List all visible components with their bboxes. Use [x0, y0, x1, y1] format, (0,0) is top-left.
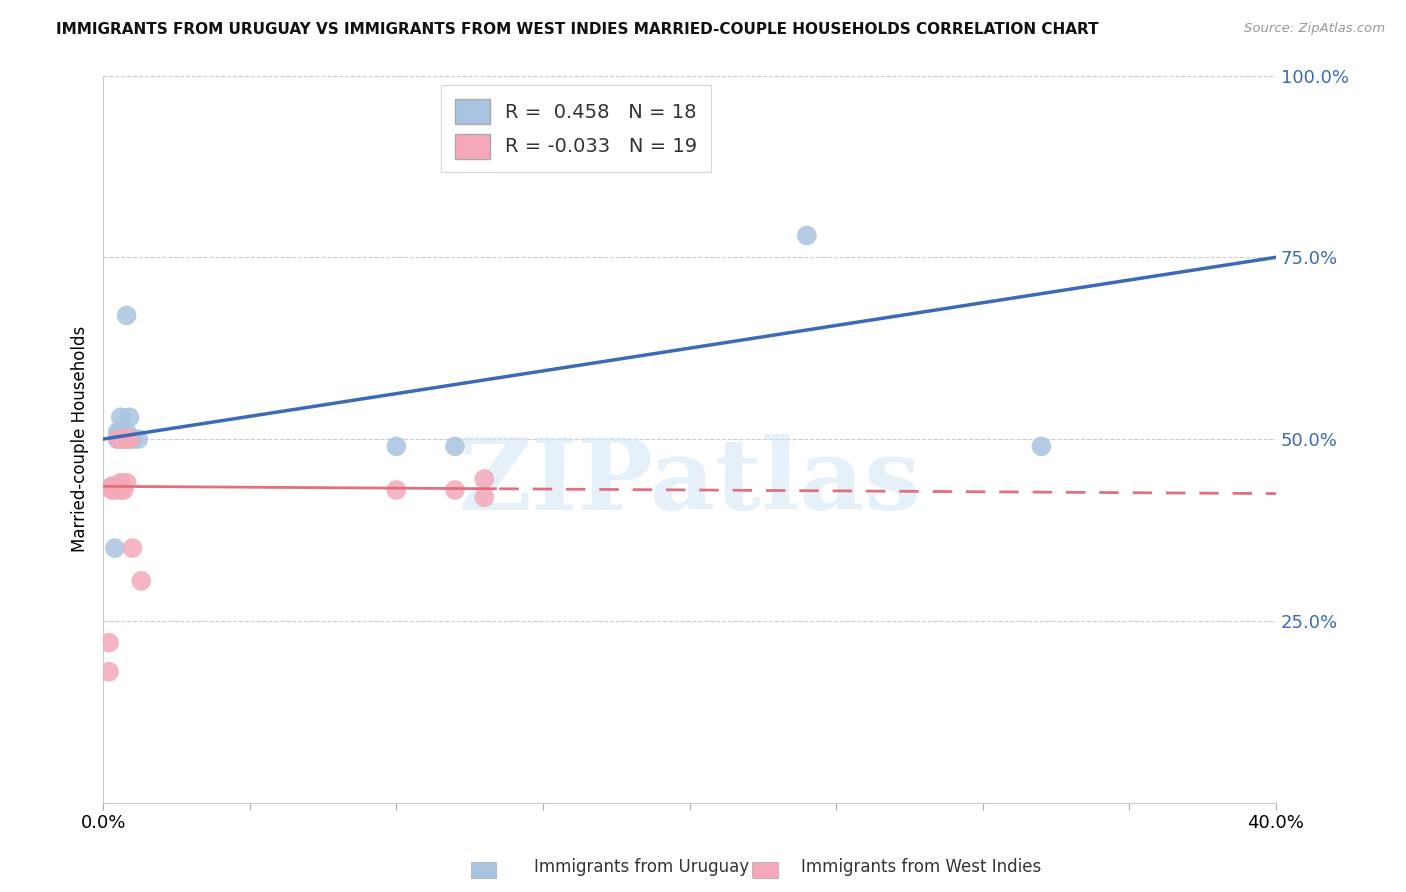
Point	[104, 541, 127, 555]
Point	[107, 432, 129, 446]
Point	[98, 665, 121, 679]
Point	[127, 432, 149, 446]
Point	[796, 228, 818, 243]
Point	[112, 432, 135, 446]
Y-axis label: Married-couple Households: Married-couple Households	[72, 326, 89, 552]
Text: IMMIGRANTS FROM URUGUAY VS IMMIGRANTS FROM WEST INDIES MARRIED-COUPLE HOUSEHOLDS: IMMIGRANTS FROM URUGUAY VS IMMIGRANTS FR…	[56, 22, 1099, 37]
Point	[101, 479, 124, 493]
Point	[110, 425, 132, 439]
Point	[115, 475, 138, 490]
Text: Immigrants from West Indies: Immigrants from West Indies	[801, 858, 1042, 876]
Text: ZIPatlas: ZIPatlas	[458, 434, 921, 531]
Point	[112, 432, 135, 446]
Point	[385, 439, 408, 453]
Point	[104, 483, 127, 497]
Point	[101, 479, 124, 493]
Point	[110, 410, 132, 425]
Point	[444, 483, 467, 497]
Point	[101, 483, 124, 497]
Legend: R =  0.458   N = 18, R = -0.033   N = 19: R = 0.458 N = 18, R = -0.033 N = 19	[441, 86, 711, 172]
Point	[1031, 439, 1053, 453]
Point	[112, 432, 135, 446]
Point	[121, 541, 143, 555]
Point	[115, 432, 138, 446]
Text: Source: ZipAtlas.com: Source: ZipAtlas.com	[1244, 22, 1385, 36]
Point	[115, 425, 138, 439]
Point	[112, 483, 135, 497]
Point	[129, 574, 152, 588]
Point	[110, 483, 132, 497]
Point	[107, 425, 129, 439]
Point	[444, 439, 467, 453]
Point	[118, 410, 141, 425]
Point	[112, 432, 135, 446]
Point	[121, 432, 143, 446]
Point	[472, 490, 495, 504]
Point	[107, 432, 129, 446]
Point	[385, 483, 408, 497]
Point	[115, 309, 138, 323]
Point	[110, 475, 132, 490]
Point	[472, 472, 495, 486]
Point	[98, 635, 121, 649]
Point	[118, 432, 141, 446]
Text: Immigrants from Uruguay: Immigrants from Uruguay	[534, 858, 749, 876]
